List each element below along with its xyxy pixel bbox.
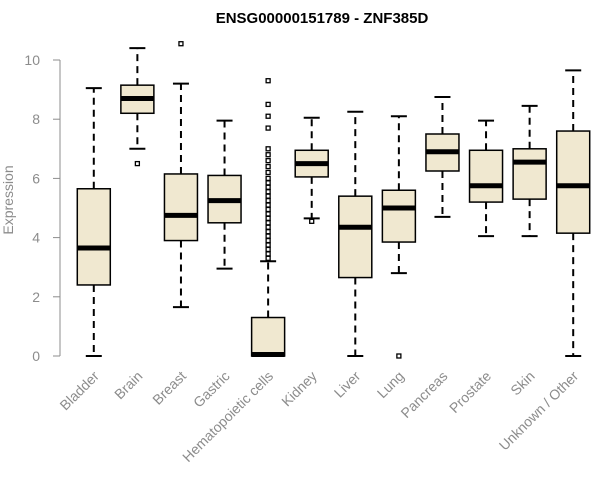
x-label-gastric: Gastric bbox=[190, 368, 233, 411]
x-label-bladder: Bladder bbox=[56, 368, 102, 414]
iqr-box bbox=[163, 173, 199, 242]
plot-area bbox=[76, 41, 591, 359]
box-gastric bbox=[207, 119, 242, 270]
box-bladder bbox=[76, 87, 112, 357]
outlier-point bbox=[265, 229, 271, 235]
y-tick-label-10: 10 bbox=[24, 52, 40, 68]
x-label-unknown-other: Unknown / Other bbox=[496, 368, 582, 454]
outlier-point bbox=[265, 215, 271, 222]
box-brain bbox=[120, 47, 155, 167]
box-skin bbox=[512, 104, 547, 238]
outlier-point bbox=[265, 184, 271, 190]
outlier-point bbox=[265, 189, 271, 195]
outlier-point bbox=[265, 246, 271, 253]
outlier-point bbox=[265, 220, 271, 226]
chart-title: ENSG00000151789 - ZNF385D bbox=[216, 10, 429, 27]
outlier-point bbox=[265, 146, 271, 152]
x-label-pancreas: Pancreas bbox=[397, 368, 450, 421]
y-axis: 0 2 4 6 8 10 bbox=[24, 52, 61, 364]
iqr-box bbox=[381, 189, 417, 243]
outlier-point bbox=[265, 211, 271, 217]
iqr-box bbox=[468, 149, 504, 203]
outlier-point bbox=[265, 197, 271, 204]
x-label-lung: Lung bbox=[374, 368, 407, 401]
iqr-box bbox=[76, 188, 112, 286]
iqr-box bbox=[555, 130, 591, 234]
outlier-point bbox=[265, 251, 271, 257]
box-pancreas bbox=[425, 96, 460, 218]
y-tick-label-4: 4 bbox=[32, 230, 40, 246]
box-prostate bbox=[468, 119, 504, 238]
outlier-point bbox=[396, 353, 402, 359]
box-unknown-other bbox=[555, 69, 591, 357]
outlier-point bbox=[265, 206, 271, 213]
outlier-point bbox=[265, 193, 271, 199]
outlier-point bbox=[265, 242, 271, 248]
box-lung bbox=[381, 115, 417, 359]
y-tick-label-2: 2 bbox=[32, 289, 40, 305]
x-label-kidney: Kidney bbox=[278, 368, 320, 410]
y-tick-label-0: 0 bbox=[32, 348, 40, 364]
outlier-point bbox=[265, 101, 271, 108]
x-label-prostate: Prostate bbox=[446, 368, 494, 416]
outlier-point bbox=[265, 180, 271, 186]
iqr-box bbox=[250, 316, 286, 357]
x-label-liver: Liver bbox=[331, 368, 364, 401]
box-kidney bbox=[294, 116, 329, 224]
outlier-point bbox=[265, 169, 271, 176]
outlier-point bbox=[178, 41, 184, 47]
outlier-point bbox=[265, 163, 271, 170]
outlier-point bbox=[265, 125, 271, 131]
box-hematopoietic-cells bbox=[250, 78, 286, 358]
iqr-box bbox=[338, 195, 373, 279]
outlier-point bbox=[265, 113, 271, 119]
x-label-skin: Skin bbox=[507, 368, 538, 399]
outlier-point bbox=[265, 152, 271, 158]
box-liver bbox=[338, 110, 373, 357]
outlier-point bbox=[265, 233, 271, 239]
outlier-point bbox=[309, 218, 315, 224]
box-breast bbox=[163, 41, 199, 309]
x-label-brain: Brain bbox=[111, 368, 145, 402]
y-axis-label: Expression bbox=[0, 165, 16, 234]
outlier-point bbox=[265, 237, 271, 244]
outlier-point bbox=[265, 78, 271, 84]
y-tick-label-8: 8 bbox=[32, 111, 40, 127]
outlier-point bbox=[265, 157, 271, 164]
outlier-point bbox=[265, 175, 271, 182]
x-label-breast: Breast bbox=[149, 368, 189, 408]
y-tick-label-6: 6 bbox=[32, 170, 40, 186]
outlier-point bbox=[265, 224, 271, 230]
outlier-point bbox=[265, 202, 271, 208]
outlier-point bbox=[265, 255, 271, 261]
iqr-box bbox=[512, 148, 547, 200]
outlier-point bbox=[134, 160, 141, 167]
